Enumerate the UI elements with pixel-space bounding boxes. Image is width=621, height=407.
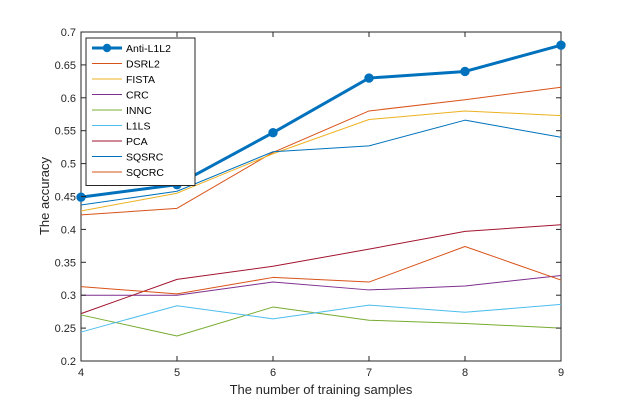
data-point-anti-l1l2 (268, 127, 278, 138)
legend-box (85, 37, 196, 186)
legend-item-pca: PCA (92, 136, 148, 148)
y-tick-label: 0.6 (61, 93, 76, 105)
series-innc (80, 306, 562, 337)
legend-item-sqsrc: SQSRC (92, 152, 164, 164)
legend-label: SQCRC (126, 167, 164, 179)
series-line-sqsrc (80, 119, 562, 206)
x-tick-label: 4 (78, 367, 84, 379)
legend-item-dsrl2: DSRL2 (92, 59, 160, 71)
series-anti-l1l2 (76, 40, 566, 202)
data-point-anti-l1l2 (76, 192, 86, 202)
legend-label: FISTA (126, 74, 155, 86)
x-tick-label: 7 (366, 367, 372, 379)
y-tick-label: 0.35 (55, 257, 76, 269)
series-line-pca (80, 224, 562, 315)
legend-label: DSRL2 (126, 59, 160, 71)
series-sqsrc (80, 119, 562, 206)
series-sqcrc (80, 246, 562, 295)
legend-label: SQSRC (126, 152, 164, 164)
series-pca (80, 224, 562, 315)
series-line-sqcrc (80, 246, 562, 295)
data-point-anti-l1l2 (460, 66, 470, 77)
series-line-l1ls (80, 303, 562, 333)
x-tick-label: 6 (270, 367, 276, 379)
legend-label: PCA (126, 136, 148, 148)
y-tick-label: 0.7 (61, 27, 76, 39)
legend-label: INNC (126, 105, 152, 117)
series-fista (80, 110, 562, 212)
legend-label: Anti-L1L2 (126, 43, 171, 55)
legend-item-anti-l1l2: Anti-L1L2 (92, 43, 171, 55)
legend-label: L1LS (126, 121, 151, 133)
legend-marker (102, 43, 112, 53)
series-l1ls (80, 303, 562, 333)
y-tick-label: 0.2 (61, 356, 76, 368)
legend-label: CRC (126, 90, 149, 102)
series-line-crc (81, 274, 562, 296)
legend-item-fista: FISTA (92, 74, 155, 86)
x-axis-label: The number of training samples (230, 382, 413, 397)
y-tick-label: 0.45 (55, 192, 76, 204)
series-dsrl2 (80, 86, 562, 216)
legend-item-crc: CRC (92, 90, 149, 102)
y-tick-label: 0.5 (61, 159, 76, 171)
legend: Anti-L1L2 DSRL2 FISTA CRC INNC L1LS PCA SQSRC SQ… (85, 37, 196, 186)
legend-item-l1ls: L1LS (92, 121, 151, 133)
y-tick-label: 0.3 (61, 290, 76, 302)
series-line-dsrl2 (80, 86, 562, 216)
series-line-anti-l1l2 (80, 43, 562, 199)
x-tick-label: 8 (462, 367, 468, 379)
y-tick-label: 0.55 (55, 126, 76, 138)
series-layer (76, 40, 566, 337)
series-crc (81, 274, 562, 296)
data-point-anti-l1l2 (556, 40, 566, 50)
legend-item-innc: INNC (92, 105, 152, 117)
y-tick-label: 0.4 (61, 224, 76, 236)
x-tick-label: 5 (174, 367, 180, 379)
series-line-innc (80, 306, 562, 337)
y-tick-label: 0.65 (55, 60, 76, 72)
legend-item-sqcrc: SQCRC (92, 167, 164, 179)
y-axis-label: The accuracy (37, 156, 52, 235)
ticks-layer: 4 5 6 7 8 9 0.2 0.25 0.3 0.35 0.4 0.45 0.5 0.55 0.6 0.6… (55, 27, 564, 379)
series-line-fista (80, 110, 562, 212)
data-point-anti-l1l2 (364, 73, 374, 83)
y-tick-label: 0.25 (55, 323, 76, 335)
x-tick-label: 9 (558, 367, 564, 379)
